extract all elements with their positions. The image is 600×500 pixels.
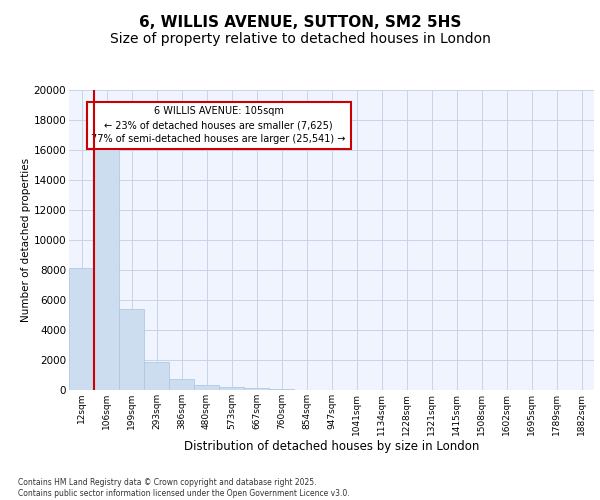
Bar <box>144 362 169 390</box>
Bar <box>269 388 294 390</box>
Bar <box>169 379 194 390</box>
Bar <box>244 388 269 390</box>
X-axis label: Distribution of detached houses by size in London: Distribution of detached houses by size … <box>184 440 479 454</box>
Bar <box>94 140 119 390</box>
Text: Contains HM Land Registry data © Crown copyright and database right 2025.
Contai: Contains HM Land Registry data © Crown c… <box>18 478 350 498</box>
Y-axis label: Number of detached properties: Number of detached properties <box>20 158 31 322</box>
Bar <box>69 268 94 390</box>
Text: 6, WILLIS AVENUE, SUTTON, SM2 5HS: 6, WILLIS AVENUE, SUTTON, SM2 5HS <box>139 15 461 30</box>
Text: Size of property relative to detached houses in London: Size of property relative to detached ho… <box>110 32 490 46</box>
Text: 6 WILLIS AVENUE: 105sqm
← 23% of detached houses are smaller (7,625)
77% of semi: 6 WILLIS AVENUE: 105sqm ← 23% of detache… <box>91 106 346 144</box>
Bar <box>219 387 244 390</box>
Bar <box>194 385 219 390</box>
Bar <box>119 309 144 390</box>
